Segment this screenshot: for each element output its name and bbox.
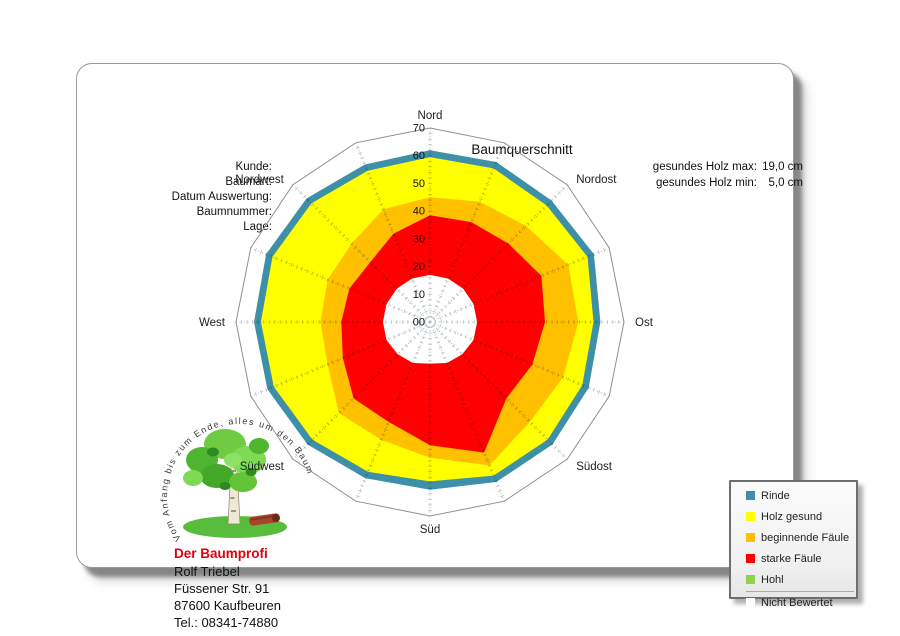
contact-city: 87600 Kaufbeuren bbox=[174, 598, 281, 613]
holz-min-label: gesundes Holz min: bbox=[656, 176, 757, 189]
legend-item-label: beginnende Fäule bbox=[761, 531, 850, 544]
contact-block: Der Baumprofi Rolf Triebel Füssener Str.… bbox=[174, 545, 281, 631]
holz-max-row: gesundes Holz max: 19,0 cm bbox=[605, 160, 803, 176]
legend-item-label: Holz gesund bbox=[761, 510, 823, 523]
holz-gesund-swatch-icon bbox=[746, 512, 755, 521]
contact-person: Rolf Triebel bbox=[174, 564, 240, 579]
legend-item-label: Rinde bbox=[761, 489, 790, 502]
form-label-kunde: Kunde: bbox=[235, 161, 272, 173]
company-name: Der Baumprofi bbox=[174, 546, 268, 561]
chart-legend: Rinde Holz gesund beginnende Fäule stark… bbox=[729, 480, 858, 609]
legend-item-label: Nicht Bewertet bbox=[761, 596, 833, 609]
holz-min-value: 5,0 cm bbox=[768, 176, 803, 189]
holz-min-row: gesundes Holz min: 5,0 cm bbox=[605, 176, 803, 192]
legend-item-hohl: Hohl bbox=[746, 569, 856, 590]
legend-item-rinde: Rinde bbox=[746, 485, 856, 506]
contact-phone: Tel.: 08341-74880 bbox=[174, 615, 279, 630]
company-logo: Vom Anfang bis zum Ende, alles um den Ba… bbox=[159, 416, 314, 543]
form-label-datum: Datum Auswertung: bbox=[171, 191, 272, 203]
legend-item-label: starke Fäule bbox=[761, 552, 822, 565]
holz-stats: gesundes Holz max: 19,0 cm gesundes Holz… bbox=[605, 160, 803, 191]
legend-item-starke-faeule: starke Fäule bbox=[746, 548, 856, 569]
holz-max-label: gesundes Holz max: bbox=[652, 161, 757, 173]
legend-item-beginnende-faeule: beginnende Fäule bbox=[746, 527, 856, 548]
legend-item-label: Hohl bbox=[761, 573, 784, 586]
beginnende-faeule-swatch-icon bbox=[746, 533, 755, 542]
rinde-swatch-icon bbox=[746, 491, 755, 500]
form-label-baumnummer: Baumnummer: bbox=[196, 206, 272, 218]
legend-item-nicht-bewertet: Nicht Bewertet bbox=[746, 591, 854, 613]
nicht-bewertet-swatch-icon bbox=[746, 598, 755, 607]
starke-faeule-swatch-icon bbox=[746, 554, 755, 563]
chart-title: Baumquerschnitt bbox=[471, 142, 573, 157]
form-label-baumart: Baumart: bbox=[225, 176, 272, 188]
report-card: Baumquerschnitt Kunde: Baumart: Datum Au… bbox=[76, 63, 858, 630]
form-label-lage: Lage: bbox=[243, 221, 272, 233]
contact-street: Füssener Str. 91 bbox=[174, 581, 270, 596]
legend-item-holz-gesund: Holz gesund bbox=[746, 506, 856, 527]
holz-max-value: 19,0 cm bbox=[762, 161, 803, 173]
hohl-swatch-icon bbox=[746, 575, 755, 584]
form-labels: Kunde: Baumart: Datum Auswertung: Baumnu… bbox=[132, 160, 272, 235]
